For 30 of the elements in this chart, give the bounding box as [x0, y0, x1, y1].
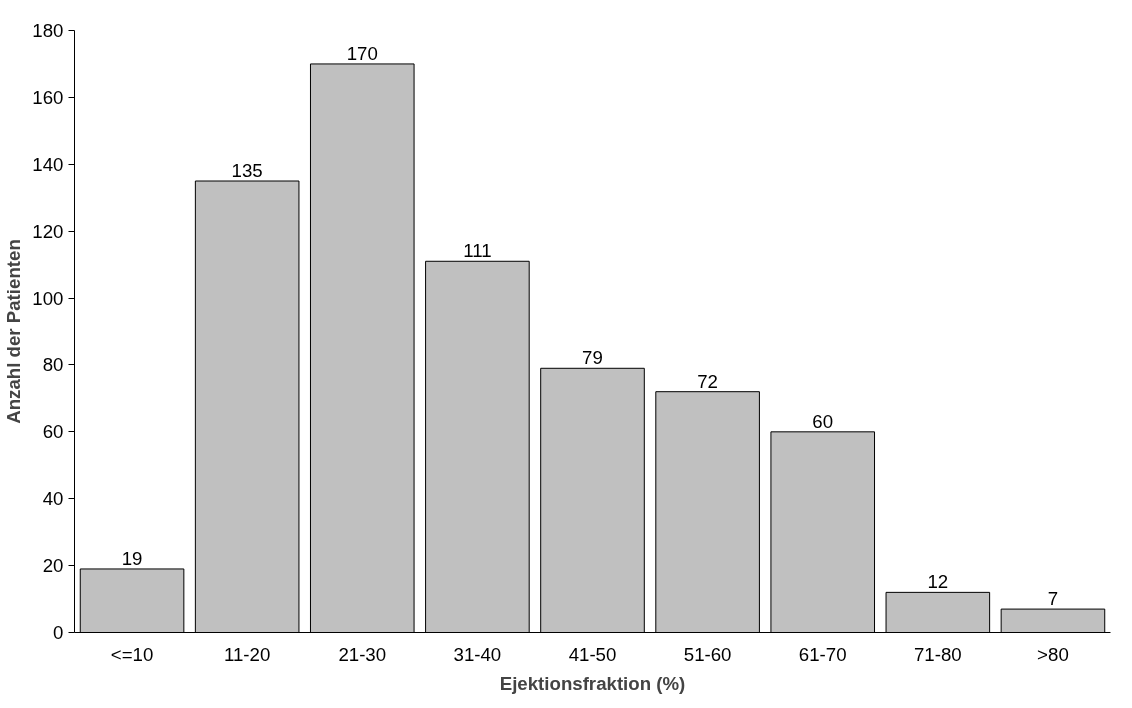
- y-tick-label: 160: [32, 86, 64, 108]
- data-label: 111: [463, 240, 492, 262]
- data-label: 170: [346, 42, 378, 64]
- y-tick-label: 60: [42, 421, 64, 443]
- y-tick-label: 100: [32, 287, 64, 309]
- x-tick-label: <=10: [110, 643, 154, 665]
- data-label: 12: [927, 571, 949, 593]
- x-tick-label: 21-30: [338, 643, 387, 665]
- x-tick-label: >80: [1037, 643, 1069, 665]
- y-axis-title: Anzahl der Patienten: [3, 239, 25, 424]
- x-tick-label: 41-50: [568, 643, 617, 665]
- y-tick-label: 180: [32, 20, 64, 41]
- data-label: 79: [582, 347, 603, 369]
- y-tick-label: 20: [42, 555, 64, 577]
- x-tick-label: 51-60: [683, 643, 732, 665]
- y-tick-label: 80: [42, 354, 64, 376]
- data-label: 135: [231, 160, 263, 181]
- y-tick-label: 0: [53, 622, 64, 643]
- x-axis-title: Ejektionsfraktion (%): [499, 672, 686, 694]
- data-label: 60: [812, 410, 834, 432]
- data-label: 19: [121, 547, 143, 569]
- x-tick-label: 31-40: [453, 643, 502, 665]
- data-label: 7: [1047, 588, 1059, 610]
- x-tick-label: 71-80: [913, 643, 962, 665]
- data-label: 72: [697, 370, 718, 392]
- y-tick-label: 140: [32, 153, 64, 175]
- x-tick-label: 61-70: [798, 643, 847, 665]
- y-tick-label: 40: [42, 488, 64, 510]
- y-tick-label: 120: [32, 220, 64, 242]
- x-tick-label: 11-20: [224, 643, 271, 665]
